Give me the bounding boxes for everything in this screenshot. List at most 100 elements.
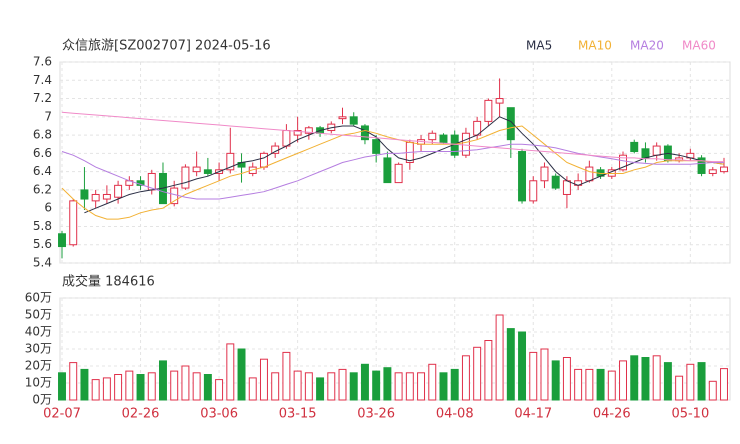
ma-line <box>61 143 724 200</box>
x-tick-label: 02-07 <box>43 407 81 422</box>
x-tick-label: 03-26 <box>357 407 395 422</box>
volume-bar <box>428 363 437 401</box>
y-tick-label: 0万 <box>32 393 52 407</box>
volume-bar <box>237 348 246 401</box>
volume-bar <box>641 357 650 401</box>
volume-bar <box>215 379 224 401</box>
volume-bar <box>159 360 167 401</box>
volume-bar <box>562 357 571 401</box>
volume-bar <box>327 372 336 401</box>
y-tick-label: 10万 <box>25 376 52 390</box>
candle-body <box>58 233 66 248</box>
volume-bar <box>574 368 583 401</box>
y-tick-label: 6.8 <box>33 128 52 142</box>
volume-bar <box>663 362 672 401</box>
y-tick-label: 5.8 <box>33 219 52 233</box>
volume-bar <box>551 360 560 401</box>
volume-bar <box>170 370 179 401</box>
volume-bar <box>619 360 627 401</box>
candle-body <box>304 127 313 134</box>
y-tick-label: 7.4 <box>33 73 52 87</box>
volume-bar <box>450 368 459 401</box>
candle-body <box>338 116 347 120</box>
candle-body <box>619 154 627 171</box>
volume-bar <box>80 368 89 401</box>
volume-bar <box>226 343 235 401</box>
volume-bar <box>338 368 347 401</box>
y-tick-label: 6.4 <box>33 164 52 178</box>
x-tick-label: 03-15 <box>279 407 317 422</box>
candle-body <box>372 139 381 154</box>
volume-bar <box>596 368 605 401</box>
volume-bar <box>473 346 482 401</box>
volume-bar <box>259 358 268 401</box>
candle-body <box>708 169 717 174</box>
volume-bar <box>708 380 717 401</box>
candle-body <box>551 175 560 189</box>
candle-body <box>293 130 302 136</box>
x-tick-label: 04-17 <box>514 407 552 422</box>
candle-body <box>282 130 291 147</box>
y-tick-label: 5.6 <box>33 237 52 251</box>
legend-label: MA60 <box>682 39 716 53</box>
legend-label: MA10 <box>578 39 612 53</box>
x-tick-label: 04-26 <box>593 407 631 422</box>
y-tick-label: 50万 <box>25 308 52 322</box>
candle-body <box>102 193 111 200</box>
x-tick-label: 02-26 <box>122 407 160 422</box>
candle-body <box>518 151 527 202</box>
chart-title: 众信旅游[SZ002707] 2024-05-16 <box>62 39 271 54</box>
volume-bar <box>304 372 313 401</box>
ma-line <box>61 111 724 163</box>
y-tick-label: 7.6 <box>33 55 52 69</box>
candle-body <box>192 166 201 173</box>
y-tick-label: 6.6 <box>33 146 52 160</box>
volume-bar <box>248 377 257 401</box>
volume-bar <box>518 331 527 401</box>
candle-body <box>80 189 89 200</box>
candle-body <box>495 98 504 104</box>
volume-bar <box>675 375 684 401</box>
y-tick-label: 20万 <box>25 359 52 373</box>
legend-label: MA5 <box>526 39 552 53</box>
candle-body <box>562 180 571 195</box>
y-tick-label: 5.4 <box>33 256 52 270</box>
candle-body <box>461 132 470 156</box>
y-tick-label: 60万 <box>25 291 52 305</box>
volume-bar <box>282 351 291 401</box>
volume-bar <box>181 365 190 401</box>
volume-bar <box>125 370 134 401</box>
volume-bar <box>316 377 325 401</box>
volume-bar <box>686 363 695 401</box>
volume-bar <box>147 372 156 401</box>
volume-bar <box>461 355 470 401</box>
candle-body <box>360 125 369 141</box>
volume-bar <box>652 355 661 401</box>
volume-title: 成交量 184616 <box>62 274 155 290</box>
x-tick-label: 05-10 <box>671 407 709 422</box>
y-tick-label: 7 <box>44 109 52 123</box>
candle-body <box>203 169 212 174</box>
candle-body <box>428 132 437 141</box>
candle-body <box>181 166 190 189</box>
volume-bar <box>91 379 100 401</box>
volume-bar <box>439 372 448 401</box>
candle-body <box>349 116 358 125</box>
volume-bar <box>372 370 381 401</box>
volume-bar <box>271 372 280 401</box>
volume-bar <box>58 372 66 401</box>
volume-bar <box>607 370 616 401</box>
volume-bar <box>383 367 392 401</box>
volume-bar <box>114 374 123 401</box>
y-tick-label: 6 <box>44 201 52 215</box>
candle-body <box>540 166 549 182</box>
x-tick-label: 03-06 <box>200 407 238 422</box>
ma-line <box>84 116 725 214</box>
y-tick-label: 30万 <box>25 342 52 356</box>
volume-bar <box>630 355 639 401</box>
volume-bar <box>394 372 403 401</box>
candle-body <box>439 134 448 143</box>
volume-bar <box>417 372 426 401</box>
volume-bar <box>360 363 369 401</box>
